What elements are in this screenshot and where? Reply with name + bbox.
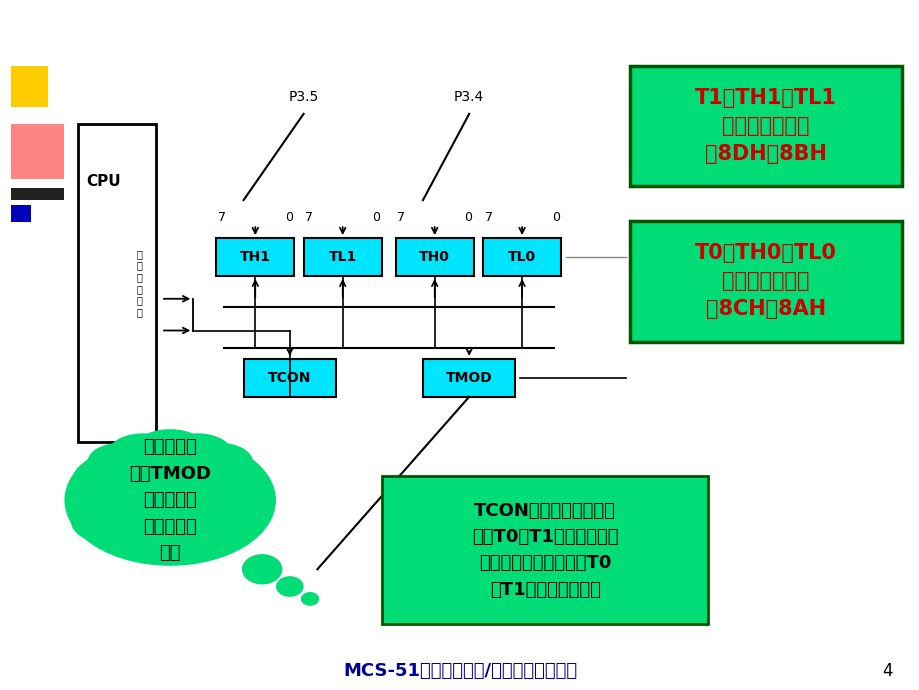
Text: CPU: CPU: [85, 174, 120, 189]
Circle shape: [276, 576, 303, 597]
Ellipse shape: [74, 458, 132, 497]
Bar: [381, 476, 708, 624]
Text: T1由TH1、TL1
构成，字节地址
为8DH、8BH: T1由TH1、TL1 构成，字节地址 为8DH、8BH: [694, 88, 836, 164]
Bar: [395, 238, 473, 276]
Text: 特殊功能寄
存器TMOD
控制定时计
数器的工作
方式: 特殊功能寄 存器TMOD 控制定时计 数器的工作 方式: [129, 438, 211, 562]
Bar: [630, 66, 901, 186]
Text: TL0: TL0: [507, 250, 536, 264]
Bar: [11, 205, 31, 222]
Ellipse shape: [210, 458, 265, 497]
Text: TMOD: TMOD: [446, 371, 492, 385]
Bar: [78, 124, 156, 442]
Ellipse shape: [214, 480, 273, 521]
Bar: [630, 221, 901, 342]
Text: 7: 7: [305, 211, 312, 224]
Circle shape: [301, 592, 319, 606]
Text: 7: 7: [484, 211, 492, 224]
Ellipse shape: [108, 433, 177, 475]
Text: 数
据
总
线
区
域: 数 据 总 线 区 域: [136, 249, 142, 317]
Ellipse shape: [64, 435, 276, 566]
Ellipse shape: [101, 515, 171, 559]
Text: P3.5: P3.5: [289, 90, 318, 104]
Text: 0: 0: [464, 211, 471, 224]
Ellipse shape: [188, 443, 253, 482]
Text: 4: 4: [881, 662, 891, 680]
Bar: [11, 188, 64, 200]
Bar: [11, 66, 48, 107]
Text: TCON则用于控制定时计
数器T0和T1的启动和停止
计数，同时管理定时器T0
和T1的溢出标志等。: TCON则用于控制定时计 数器T0和T1的启动和停止 计数，同时管理定时器T0 …: [471, 502, 618, 599]
Text: 0: 0: [285, 211, 292, 224]
Ellipse shape: [133, 521, 207, 562]
Ellipse shape: [71, 499, 141, 543]
Text: 7: 7: [397, 211, 404, 224]
Circle shape: [242, 554, 282, 584]
Bar: [216, 238, 294, 276]
Bar: [11, 124, 64, 179]
Text: 7: 7: [218, 211, 225, 224]
Ellipse shape: [169, 515, 239, 559]
Text: TH1: TH1: [240, 250, 270, 264]
Text: MCS-51单片机定时器/计数器逻辑结构图: MCS-51单片机定时器/计数器逻辑结构图: [343, 662, 576, 680]
Text: TH0: TH0: [419, 250, 449, 264]
Ellipse shape: [87, 443, 152, 482]
Bar: [423, 359, 515, 397]
Ellipse shape: [202, 500, 267, 542]
Text: P3.4: P3.4: [454, 90, 483, 104]
Ellipse shape: [133, 429, 207, 471]
Text: TCON: TCON: [267, 371, 312, 385]
Bar: [244, 359, 335, 397]
Text: TL1: TL1: [328, 250, 357, 264]
Text: T0由TH0、TL0
构成，字节地址
为8CH、8AH: T0由TH0、TL0 构成，字节地址 为8CH、8AH: [694, 243, 836, 319]
Ellipse shape: [72, 480, 127, 521]
Text: 0: 0: [372, 211, 380, 224]
Bar: [303, 238, 381, 276]
Text: 0: 0: [551, 211, 559, 224]
Bar: [482, 238, 561, 276]
Ellipse shape: [163, 433, 233, 475]
